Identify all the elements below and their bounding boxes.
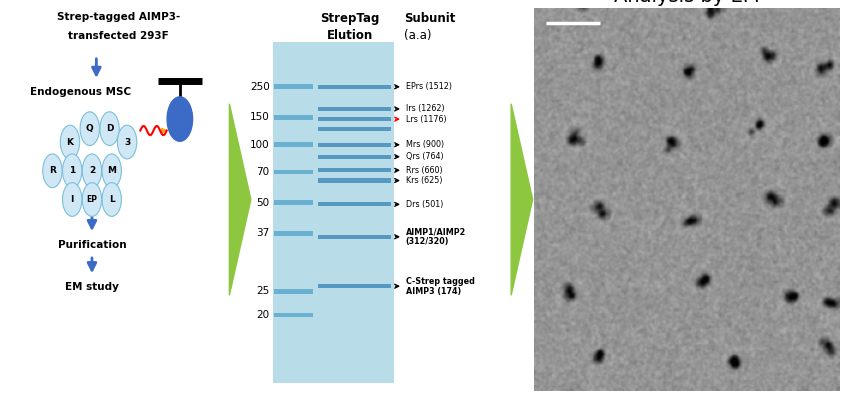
Text: M: M bbox=[107, 166, 116, 175]
Text: Rrs (660): Rrs (660) bbox=[405, 166, 442, 175]
Text: 70: 70 bbox=[256, 167, 270, 177]
FancyBboxPatch shape bbox=[318, 85, 391, 89]
FancyBboxPatch shape bbox=[318, 154, 391, 159]
Circle shape bbox=[102, 154, 121, 188]
Text: L: L bbox=[109, 195, 114, 204]
Circle shape bbox=[82, 154, 102, 188]
Text: 100: 100 bbox=[250, 140, 270, 150]
Text: AIMP1/AIMP2
(312/320): AIMP1/AIMP2 (312/320) bbox=[405, 227, 466, 247]
Text: Mrs (900): Mrs (900) bbox=[405, 140, 444, 149]
Text: 20: 20 bbox=[256, 310, 270, 320]
FancyBboxPatch shape bbox=[318, 117, 391, 121]
Text: Endogenous MSC: Endogenous MSC bbox=[31, 87, 131, 97]
Circle shape bbox=[167, 97, 192, 141]
Text: Subunit: Subunit bbox=[404, 12, 455, 25]
FancyBboxPatch shape bbox=[318, 168, 391, 172]
FancyBboxPatch shape bbox=[318, 235, 391, 239]
Polygon shape bbox=[229, 104, 251, 295]
FancyBboxPatch shape bbox=[274, 200, 313, 205]
Text: Elution: Elution bbox=[327, 29, 373, 42]
FancyBboxPatch shape bbox=[318, 127, 391, 132]
FancyBboxPatch shape bbox=[318, 202, 391, 207]
FancyBboxPatch shape bbox=[274, 142, 313, 147]
Text: EM study: EM study bbox=[65, 282, 119, 292]
Circle shape bbox=[80, 112, 99, 146]
Text: EP: EP bbox=[86, 195, 98, 204]
Text: 3: 3 bbox=[124, 138, 131, 146]
Text: 250: 250 bbox=[250, 82, 270, 92]
Text: I: I bbox=[70, 195, 74, 204]
Text: C-Strep tagged
AIMP3 (174): C-Strep tagged AIMP3 (174) bbox=[405, 277, 474, 296]
Circle shape bbox=[100, 112, 120, 146]
FancyBboxPatch shape bbox=[318, 284, 391, 288]
Text: 1: 1 bbox=[69, 166, 75, 175]
Circle shape bbox=[63, 154, 82, 188]
Text: K: K bbox=[66, 138, 74, 146]
Text: (a.a): (a.a) bbox=[404, 29, 432, 42]
Text: Krs (625): Krs (625) bbox=[405, 176, 442, 185]
FancyBboxPatch shape bbox=[274, 115, 313, 120]
Text: EPrs (1512): EPrs (1512) bbox=[405, 82, 451, 91]
Text: 2: 2 bbox=[89, 166, 95, 175]
Circle shape bbox=[60, 125, 80, 159]
Circle shape bbox=[102, 183, 121, 216]
Circle shape bbox=[118, 125, 137, 159]
Text: Qrs (764): Qrs (764) bbox=[405, 152, 444, 161]
Circle shape bbox=[42, 154, 62, 188]
Text: Purification: Purification bbox=[58, 240, 126, 250]
Text: Irs (1262): Irs (1262) bbox=[405, 105, 444, 113]
Text: 37: 37 bbox=[256, 228, 270, 238]
Text: transfected 293F: transfected 293F bbox=[68, 31, 169, 41]
FancyBboxPatch shape bbox=[318, 178, 391, 183]
Text: 25: 25 bbox=[256, 286, 270, 296]
Circle shape bbox=[82, 183, 102, 216]
FancyBboxPatch shape bbox=[318, 142, 391, 147]
Text: Lrs (1176): Lrs (1176) bbox=[405, 115, 446, 124]
Text: 50: 50 bbox=[256, 198, 270, 207]
FancyBboxPatch shape bbox=[274, 170, 313, 174]
Text: Q: Q bbox=[86, 124, 93, 133]
Circle shape bbox=[63, 183, 82, 216]
Text: D: D bbox=[106, 124, 114, 133]
Text: StrepTag: StrepTag bbox=[321, 12, 380, 25]
FancyBboxPatch shape bbox=[274, 85, 313, 89]
FancyBboxPatch shape bbox=[273, 42, 394, 383]
FancyBboxPatch shape bbox=[318, 107, 391, 111]
Polygon shape bbox=[511, 104, 533, 295]
Text: R: R bbox=[49, 166, 56, 175]
FancyBboxPatch shape bbox=[274, 231, 313, 236]
Title: Analysis by EM: Analysis by EM bbox=[614, 0, 760, 6]
FancyBboxPatch shape bbox=[274, 313, 313, 318]
FancyBboxPatch shape bbox=[274, 289, 313, 294]
Text: Drs (501): Drs (501) bbox=[405, 200, 443, 209]
Text: 150: 150 bbox=[250, 113, 270, 122]
Text: Strep-tagged AIMP3-: Strep-tagged AIMP3- bbox=[57, 12, 180, 22]
